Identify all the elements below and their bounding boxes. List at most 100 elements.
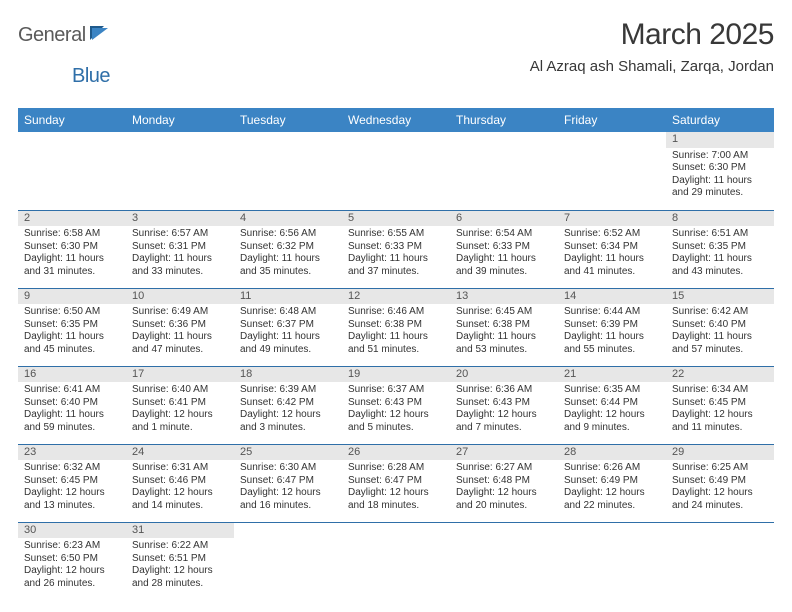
week-row: 1Sunrise: 7:00 AMSunset: 6:30 PMDaylight… [18, 132, 774, 210]
day-body: Sunrise: 6:56 AMSunset: 6:32 PMDaylight:… [234, 226, 342, 284]
sunrise-text: Sunrise: 6:55 AM [348, 228, 444, 241]
sunrise-text: Sunrise: 6:26 AM [564, 462, 660, 475]
day-body [666, 538, 774, 596]
sunset-text: Sunset: 6:42 PM [240, 397, 336, 410]
sunset-text: Sunset: 6:46 PM [132, 475, 228, 488]
day-number: 11 [240, 290, 251, 302]
sunset-text: Sunset: 6:36 PM [132, 319, 228, 332]
day-cell: 11Sunrise: 6:48 AMSunset: 6:37 PMDayligh… [234, 288, 342, 366]
day-body: Sunrise: 6:37 AMSunset: 6:43 PMDaylight:… [342, 382, 450, 440]
weekday-header: Wednesday [342, 108, 450, 132]
weekday-header: Friday [558, 108, 666, 132]
day-body: Sunrise: 6:35 AMSunset: 6:44 PMDaylight:… [558, 382, 666, 440]
daynum-strip: 15 [666, 289, 774, 305]
day-body: Sunrise: 6:41 AMSunset: 6:40 PMDaylight:… [18, 382, 126, 440]
daylight-text: Daylight: 12 hours and 3 minutes. [240, 409, 336, 434]
day-cell: 24Sunrise: 6:31 AMSunset: 6:46 PMDayligh… [126, 444, 234, 522]
day-cell: 28Sunrise: 6:26 AMSunset: 6:49 PMDayligh… [558, 444, 666, 522]
week-row: 2Sunrise: 6:58 AMSunset: 6:30 PMDaylight… [18, 210, 774, 288]
daylight-text: Daylight: 11 hours and 31 minutes. [24, 253, 120, 278]
daylight-text: Daylight: 12 hours and 11 minutes. [672, 409, 768, 434]
day-number: 22 [672, 368, 684, 380]
day-number: 18 [240, 368, 252, 380]
sunset-text: Sunset: 6:31 PM [132, 241, 228, 254]
sunrise-text: Sunrise: 6:22 AM [132, 540, 228, 553]
daynum-strip [18, 132, 126, 148]
daylight-text: Daylight: 11 hours and 51 minutes. [348, 331, 444, 356]
daylight-text: Daylight: 12 hours and 28 minutes. [132, 565, 228, 590]
daynum-strip [234, 523, 342, 539]
daylight-text: Daylight: 12 hours and 20 minutes. [456, 487, 552, 512]
day-number: 29 [672, 446, 684, 458]
day-body: Sunrise: 6:46 AMSunset: 6:38 PMDaylight:… [342, 304, 450, 362]
day-body [234, 148, 342, 206]
daynum-strip: 10 [126, 289, 234, 305]
day-cell: 14Sunrise: 6:44 AMSunset: 6:39 PMDayligh… [558, 288, 666, 366]
weekday-header: Thursday [450, 108, 558, 132]
daylight-text: Daylight: 12 hours and 16 minutes. [240, 487, 336, 512]
day-number: 5 [348, 212, 354, 224]
calendar-table: Sunday Monday Tuesday Wednesday Thursday… [18, 108, 774, 600]
daylight-text: Daylight: 11 hours and 55 minutes. [564, 331, 660, 356]
day-body [342, 538, 450, 596]
daynum-strip: 25 [234, 445, 342, 461]
day-body: Sunrise: 6:52 AMSunset: 6:34 PMDaylight:… [558, 226, 666, 284]
day-number: 15 [672, 290, 684, 302]
sunset-text: Sunset: 6:45 PM [24, 475, 120, 488]
day-cell: 18Sunrise: 6:39 AMSunset: 6:42 PMDayligh… [234, 366, 342, 444]
sunset-text: Sunset: 6:50 PM [24, 553, 120, 566]
day-cell [666, 522, 774, 600]
sunset-text: Sunset: 6:44 PM [564, 397, 660, 410]
day-cell: 27Sunrise: 6:27 AMSunset: 6:48 PMDayligh… [450, 444, 558, 522]
daynum-strip [450, 523, 558, 539]
daynum-strip [126, 132, 234, 148]
daynum-strip [558, 132, 666, 148]
daylight-text: Daylight: 11 hours and 53 minutes. [456, 331, 552, 356]
day-body [342, 148, 450, 206]
day-cell: 26Sunrise: 6:28 AMSunset: 6:47 PMDayligh… [342, 444, 450, 522]
daylight-text: Daylight: 12 hours and 7 minutes. [456, 409, 552, 434]
sunset-text: Sunset: 6:47 PM [348, 475, 444, 488]
weekday-header-row: Sunday Monday Tuesday Wednesday Thursday… [18, 108, 774, 132]
day-body: Sunrise: 6:22 AMSunset: 6:51 PMDaylight:… [126, 538, 234, 596]
day-cell: 22Sunrise: 6:34 AMSunset: 6:45 PMDayligh… [666, 366, 774, 444]
day-number: 9 [24, 290, 30, 302]
daynum-strip: 19 [342, 367, 450, 383]
day-body: Sunrise: 6:36 AMSunset: 6:43 PMDaylight:… [450, 382, 558, 440]
day-cell: 15Sunrise: 6:42 AMSunset: 6:40 PMDayligh… [666, 288, 774, 366]
weekday-header: Saturday [666, 108, 774, 132]
sunrise-text: Sunrise: 6:46 AM [348, 306, 444, 319]
daylight-text: Daylight: 11 hours and 41 minutes. [564, 253, 660, 278]
day-cell [342, 132, 450, 210]
daynum-strip: 8 [666, 211, 774, 227]
week-row: 16 Sunrise: 6:41 AMSunset: 6:40 PMDayligh… [18, 366, 774, 444]
daylight-text: Daylight: 12 hours and 26 minutes. [24, 565, 120, 590]
sunset-text: Sunset: 6:32 PM [240, 241, 336, 254]
daynum-strip: 27 [450, 445, 558, 461]
day-body [450, 148, 558, 206]
day-number: 27 [456, 446, 468, 458]
sunset-text: Sunset: 6:40 PM [672, 319, 768, 332]
day-number: 17 [132, 368, 144, 380]
sunrise-text: Sunrise: 6:48 AM [240, 306, 336, 319]
day-body: Sunrise: 6:32 AMSunset: 6:45 PMDaylight:… [18, 460, 126, 518]
sunrise-text: Sunrise: 6:51 AM [672, 228, 768, 241]
sunset-text: Sunset: 6:30 PM [672, 162, 768, 175]
sunset-text: Sunset: 6:40 PM [24, 397, 120, 410]
day-cell [450, 522, 558, 600]
day-cell: 4Sunrise: 6:56 AMSunset: 6:32 PMDaylight… [234, 210, 342, 288]
day-cell [342, 522, 450, 600]
day-cell: 16 Sunrise: 6:41 AMSunset: 6:40 PMDayligh… [18, 366, 126, 444]
daynum-strip: 29 [666, 445, 774, 461]
sunrise-text: Sunrise: 6:36 AM [456, 384, 552, 397]
day-number: 28 [564, 446, 576, 458]
sunrise-text: Sunrise: 6:27 AM [456, 462, 552, 475]
day-cell: 2Sunrise: 6:58 AMSunset: 6:30 PMDaylight… [18, 210, 126, 288]
sunrise-text: Sunrise: 6:56 AM [240, 228, 336, 241]
daylight-text: Daylight: 11 hours and 33 minutes. [132, 253, 228, 278]
day-number: 16 [24, 368, 36, 380]
day-cell [126, 132, 234, 210]
day-body [558, 538, 666, 596]
sunset-text: Sunset: 6:35 PM [24, 319, 120, 332]
day-body [18, 148, 126, 206]
